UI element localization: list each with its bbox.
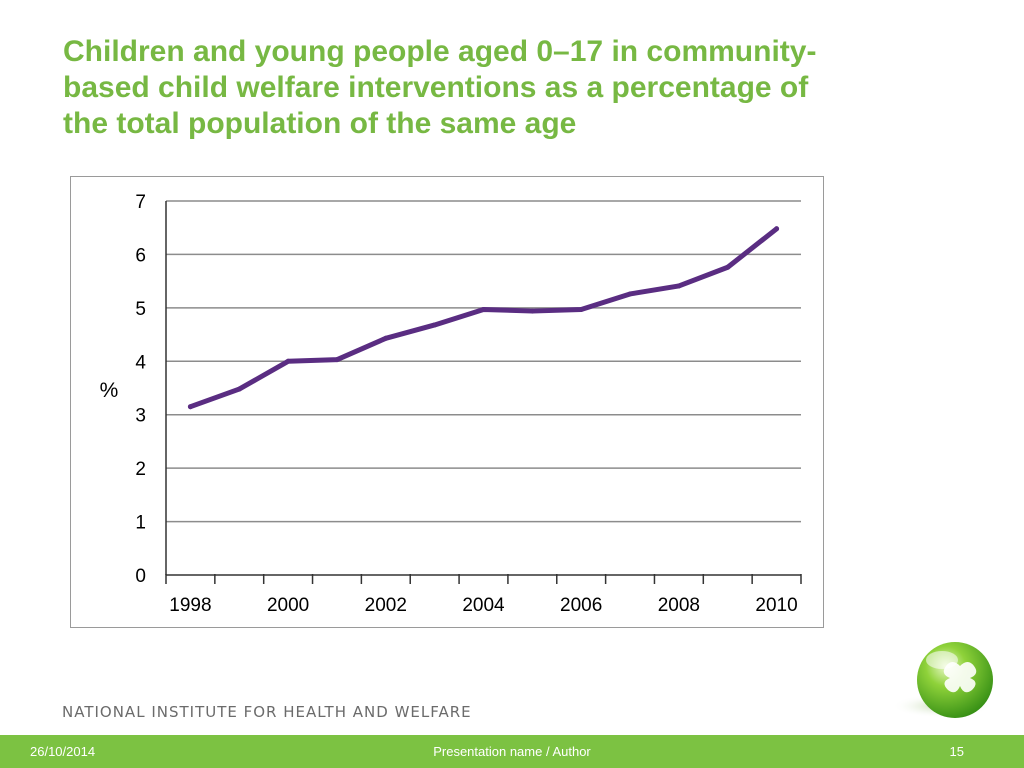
data-point <box>725 264 731 270</box>
data-point <box>285 358 291 364</box>
data-point <box>236 386 242 392</box>
title-line-1: Children and young people aged 0–17 in c… <box>63 35 817 68</box>
x-tick-label: 2004 <box>462 595 505 616</box>
y-tick-label: 6 <box>135 245 146 266</box>
y-tick-label: 0 <box>135 566 146 587</box>
data-point <box>676 283 682 289</box>
page-number: 15 <box>949 744 964 759</box>
data-point <box>578 306 584 312</box>
data-point <box>383 335 389 341</box>
series-line <box>187 226 780 410</box>
y-tick-label: 5 <box>135 299 146 320</box>
x-tick-label: 2010 <box>755 595 797 616</box>
y-tick-label: 7 <box>135 192 146 213</box>
footer-date: 26/10/2014 <box>30 744 96 759</box>
organization-name: NATIONAL INSTITUTE FOR HEALTH AND WELFAR… <box>62 703 472 721</box>
y-tick-label: 4 <box>135 352 146 373</box>
y-axis-label: % <box>100 379 119 402</box>
x-tick-label: 1998 <box>169 595 211 616</box>
grid-layer <box>166 200 801 523</box>
data-point <box>481 306 486 312</box>
label-layer: 0 1 2 3 4 5 6 7 1998 2000 2002 2004 2006 2008 2010% <box>100 192 798 616</box>
x-tick-label: 2002 <box>365 595 407 616</box>
title-line-3: the total population of the same age <box>63 107 577 140</box>
data-point <box>334 357 340 363</box>
data-point <box>432 322 438 328</box>
slide-title: Children and young people aged 0–17 in c… <box>63 34 963 142</box>
data-point <box>187 404 193 410</box>
data-point <box>627 291 633 297</box>
x-tick-label: 2000 <box>267 595 309 616</box>
chart-frame: 0 1 2 3 4 5 6 7 1998 2000 2002 2004 2006 2008 2010% <box>70 176 824 628</box>
x-tick-label: 2006 <box>560 595 602 616</box>
series-layer <box>187 226 780 410</box>
axis-layer <box>165 201 802 584</box>
x-tick-label: 2008 <box>658 595 700 616</box>
y-tick-label: 2 <box>135 459 146 480</box>
data-point <box>774 226 780 232</box>
y-tick-label: 3 <box>135 406 146 427</box>
title-line-2: based child welfare interventions as a p… <box>63 71 809 104</box>
thl-logo-icon <box>892 642 993 718</box>
y-tick-label: 1 <box>135 513 146 534</box>
line-chart: 0 1 2 3 4 5 6 7 1998 2000 2002 2004 2006 2008 2010% <box>100 192 802 616</box>
footer-presentation: Presentation name / Author <box>433 744 591 759</box>
data-point <box>529 308 535 314</box>
footer-bar: 26/10/2014 Presentation name / Author 15 <box>0 735 1024 768</box>
